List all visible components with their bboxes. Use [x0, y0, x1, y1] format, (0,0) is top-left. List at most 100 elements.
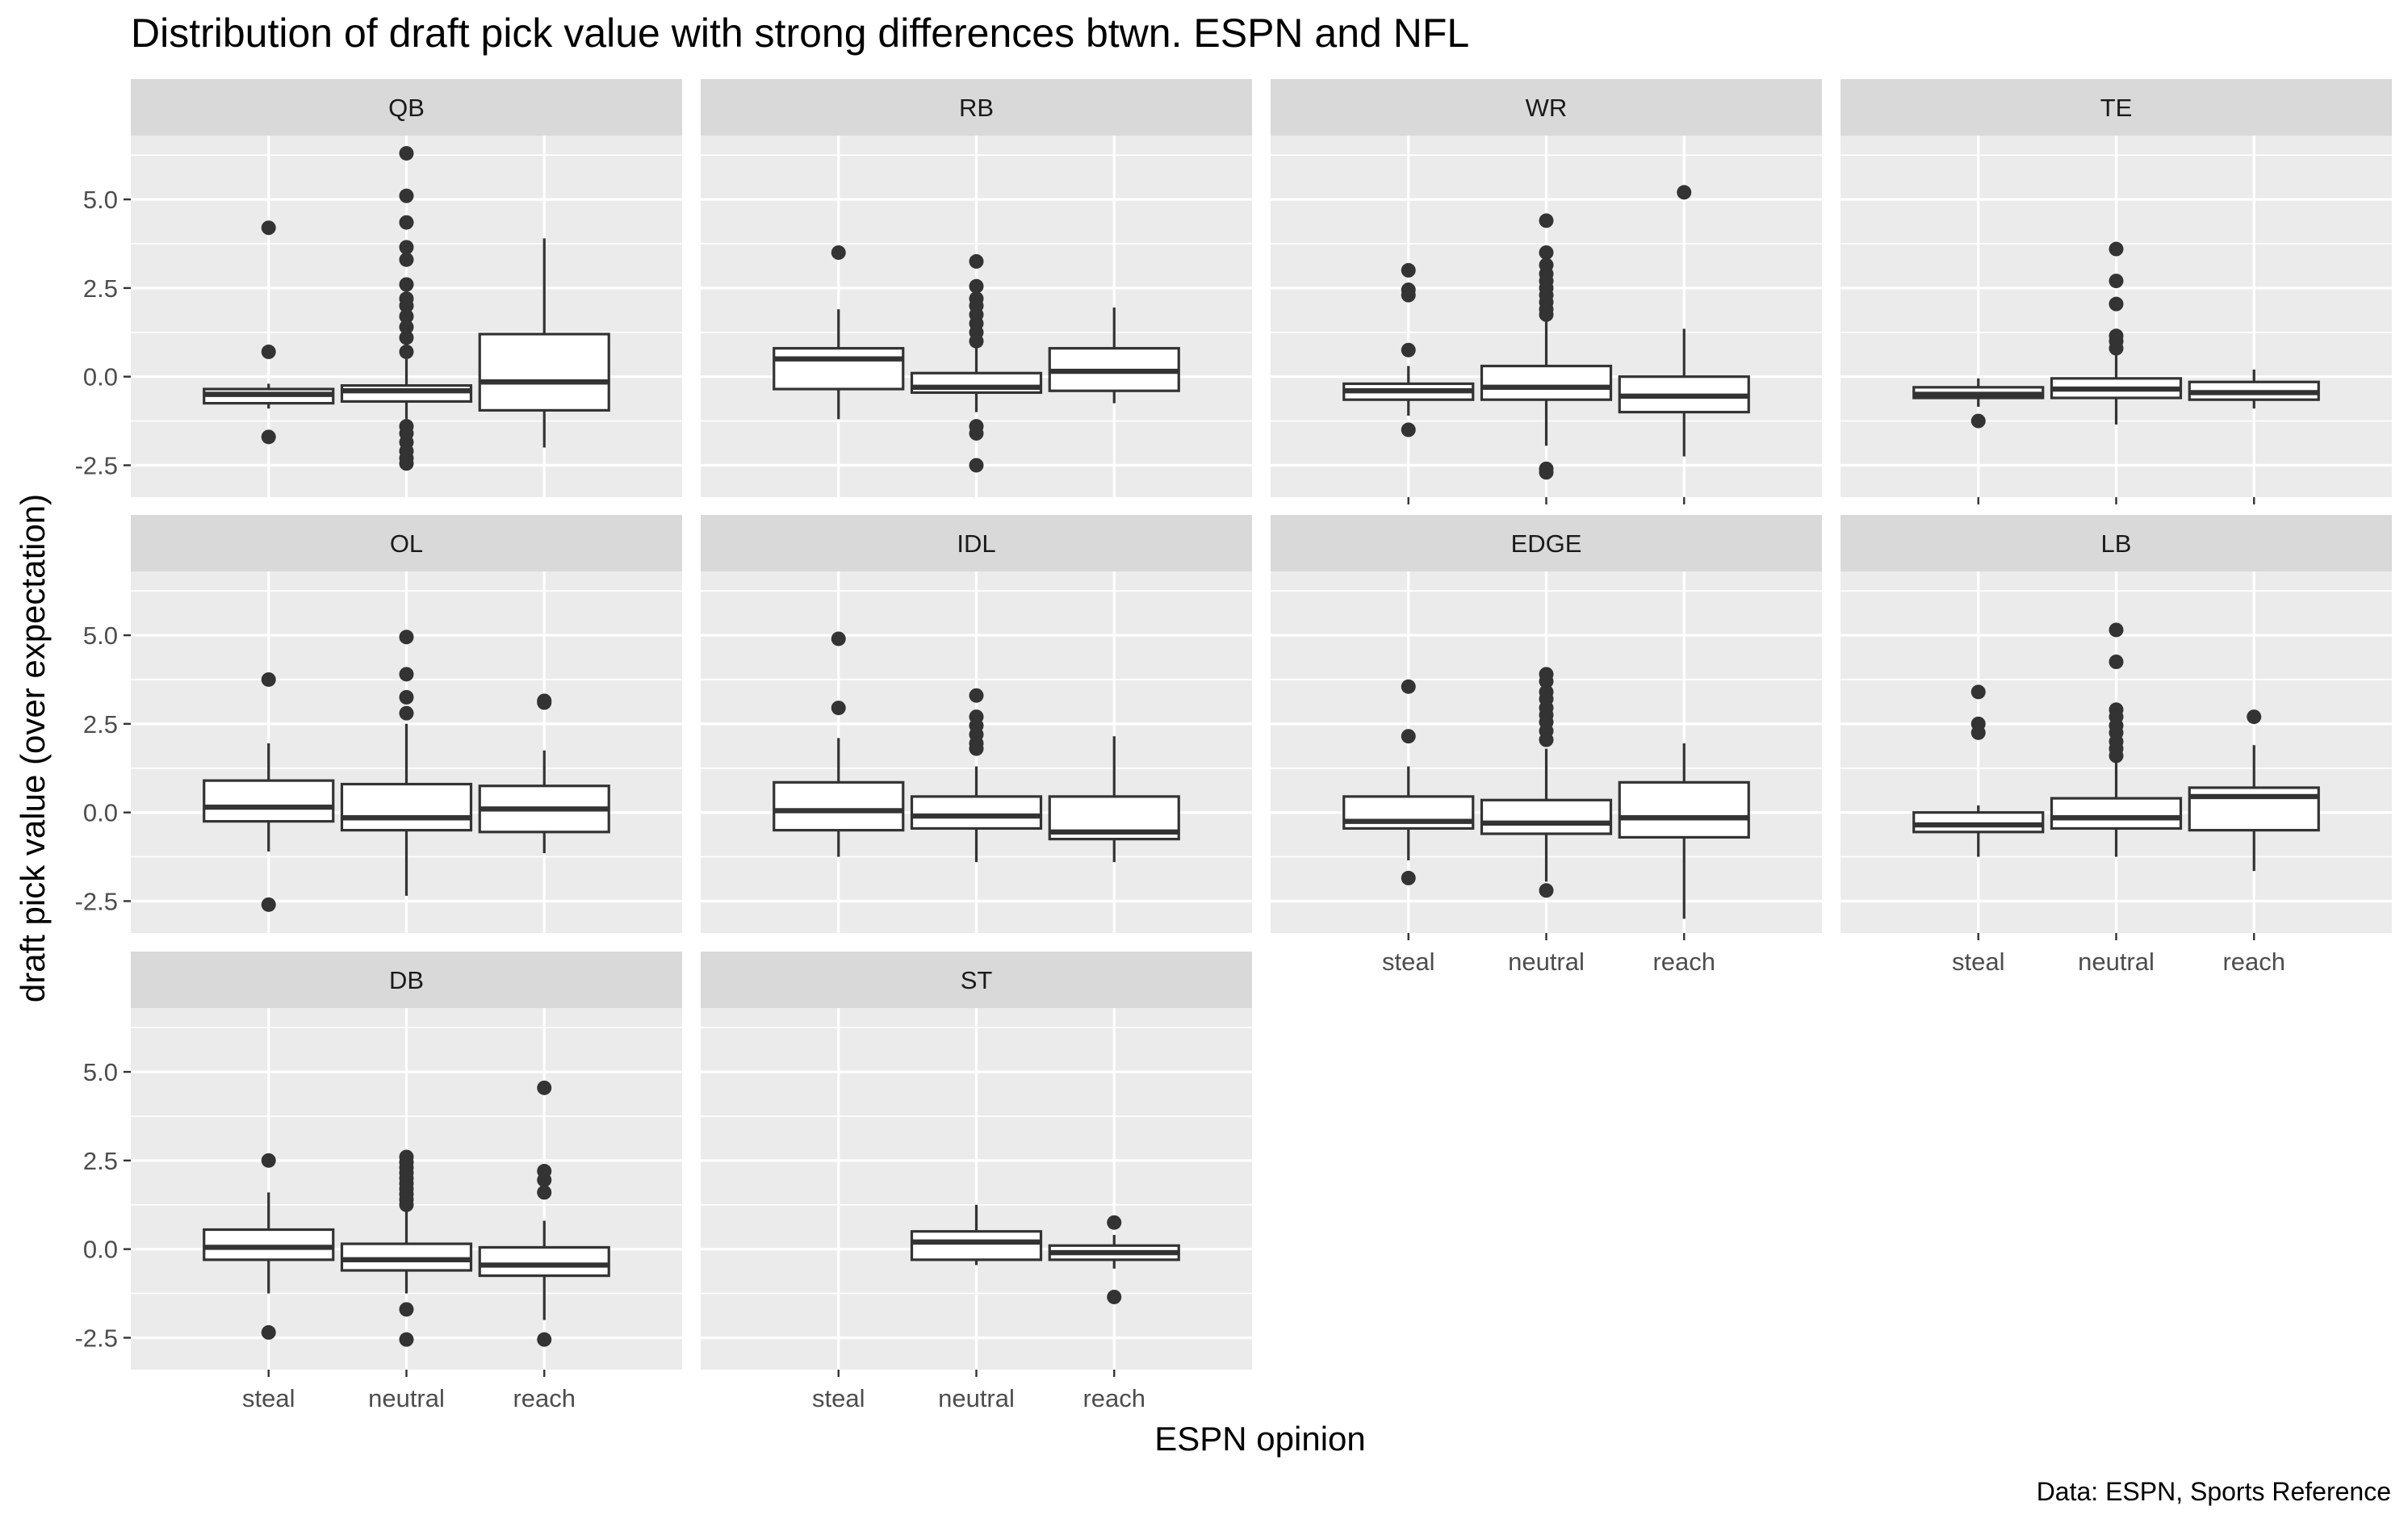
- outlier-point: [2247, 709, 2262, 725]
- outlier-point: [399, 689, 414, 705]
- outlier-point: [969, 333, 984, 349]
- box-qb-steal: [203, 220, 335, 445]
- x-tick-label-neutral: neutral: [368, 1384, 445, 1412]
- outlier-point: [261, 672, 276, 687]
- outlier-point: [2109, 274, 2124, 289]
- facet-edge: EDGE steal neutral reach: [1271, 515, 1822, 976]
- outlier-point: [1539, 245, 1554, 260]
- outlier-point: [261, 429, 276, 445]
- facet-strip-rb: [701, 79, 1252, 136]
- facet-label-db: DB: [389, 966, 424, 994]
- y-axis-title: draft pick value (over expectation): [14, 494, 52, 1002]
- outlier-point: [1401, 342, 1416, 358]
- facets: QB-2.50.02.55.0RBWRstealneutralreachTEst…: [75, 79, 2392, 1412]
- facet-strip-db: [131, 952, 682, 1008]
- outlier-point: [1970, 725, 1986, 740]
- x-tick-label-steal: steal: [812, 1384, 865, 1412]
- box-ol-reach: [478, 693, 610, 854]
- facet-strip-ol: [131, 515, 682, 571]
- y-tick-label: 2.5: [83, 1147, 118, 1175]
- outlier-point: [969, 253, 984, 269]
- outlier-point: [1401, 422, 1416, 437]
- iqr-box: [910, 795, 1043, 831]
- box-lb-reach: [2188, 709, 2320, 872]
- outlier-point: [2109, 622, 2124, 638]
- facet-label-edge: EDGE: [1511, 529, 1582, 558]
- x-tick-label-reach: reach: [1083, 1384, 1145, 1412]
- outlier-point: [1539, 465, 1554, 480]
- iqr-box: [910, 1230, 1043, 1261]
- x-tick-label-neutral: neutral: [2078, 948, 2155, 976]
- outlier-point: [537, 695, 552, 710]
- y-tick-label: 5.0: [83, 621, 118, 650]
- box-wr-reach: [1618, 185, 1750, 457]
- outlier-point: [831, 245, 846, 260]
- outlier-point: [399, 240, 414, 255]
- outlier-point: [537, 1332, 552, 1347]
- facet-label-rb: RB: [959, 94, 994, 122]
- facet-strip-lb: [1841, 515, 2392, 571]
- outlier-point: [399, 215, 414, 230]
- outlier-point: [1401, 870, 1416, 885]
- box-ol-steal: [203, 672, 335, 912]
- outlier-point: [399, 309, 414, 324]
- outlier-point: [1677, 185, 1692, 200]
- outlier-point: [399, 277, 414, 292]
- y-tick-label: 2.5: [83, 274, 118, 303]
- box-qb-neutral: [340, 145, 473, 471]
- facet-label-te: TE: [2100, 94, 2133, 122]
- outlier-point: [399, 1302, 414, 1317]
- y-tick-label: 5.0: [83, 1058, 118, 1086]
- outlier-point: [537, 1080, 552, 1095]
- box-db-reach: [478, 1080, 610, 1347]
- outlier-point: [399, 1197, 414, 1212]
- facet-label-wr: WR: [1526, 94, 1568, 122]
- outlier-point: [399, 298, 414, 313]
- box-wr-neutral: [1480, 213, 1613, 480]
- outlier-point: [831, 701, 846, 716]
- outlier-point: [1401, 262, 1416, 278]
- box-idl-neutral: [910, 688, 1043, 863]
- outlier-point: [969, 278, 984, 294]
- facet-rb: RB: [701, 79, 1252, 497]
- outlier-point: [261, 1153, 276, 1168]
- facet-label-idl: IDL: [957, 529, 995, 558]
- outlier-point: [1401, 287, 1416, 303]
- y-tick-label: 2.5: [83, 710, 118, 738]
- facet-strip-te: [1841, 79, 2392, 136]
- facet-te: TEstealneutralreach: [1841, 79, 2392, 540]
- box-lb-neutral: [2050, 622, 2183, 857]
- outlier-point: [1107, 1215, 1122, 1230]
- facet-db: DB -2.5 0.0 2.5 5.0 steal neutral reach: [75, 952, 682, 1412]
- outlier-point: [1539, 883, 1554, 898]
- iqr-box: [1480, 798, 1613, 835]
- box-edge-neutral: [1480, 667, 1613, 898]
- facet-strip-st: [701, 952, 1252, 1008]
- caption: Data: ESPN, Sports Reference: [2037, 1477, 2391, 1506]
- x-tick-label-reach: reach: [513, 1384, 576, 1412]
- x-tick-label-neutral: neutral: [938, 1384, 1015, 1412]
- facet-strip-qb: [131, 79, 682, 136]
- x-axis-title: ESPN opinion: [1154, 1420, 1366, 1458]
- facet-strip-wr: [1271, 79, 1822, 136]
- iqr-box: [773, 780, 905, 832]
- facet-strip-idl: [701, 515, 1252, 571]
- outlier-point: [969, 741, 984, 756]
- y-tick-label: 0.0: [83, 1236, 118, 1264]
- iqr-box: [478, 333, 610, 412]
- y-tick-label: 0.0: [83, 363, 118, 391]
- outlier-point: [399, 188, 414, 203]
- box-lb-steal: [1912, 684, 2045, 857]
- outlier-point: [399, 456, 414, 471]
- x-tick-label-reach: reach: [1652, 948, 1715, 976]
- outlier-point: [969, 458, 984, 473]
- facet-label-st: ST: [961, 966, 993, 994]
- outlier-point: [1401, 679, 1416, 694]
- facet-label-qb: QB: [388, 94, 425, 122]
- box-db-neutral: [340, 1149, 473, 1347]
- x-tick-label-neutral: neutral: [1508, 948, 1585, 976]
- box-db-steal: [203, 1153, 335, 1340]
- outlier-point: [2109, 296, 2124, 312]
- iqr-box: [340, 384, 473, 404]
- iqr-box: [2050, 797, 2183, 831]
